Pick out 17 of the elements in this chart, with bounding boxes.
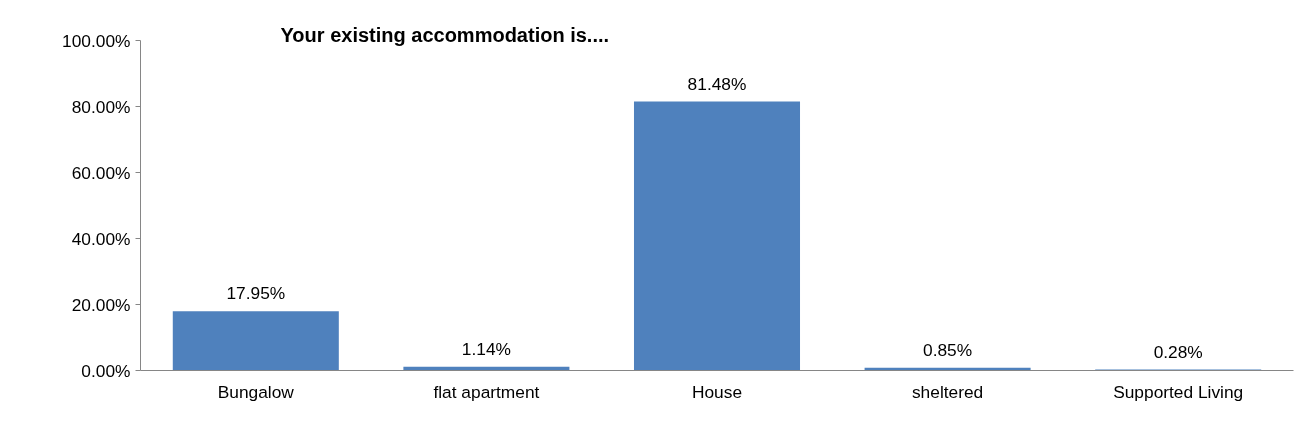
x-tick-label: sheltered — [911, 381, 984, 402]
data-label: 17.95% — [226, 283, 286, 304]
data-label: 1.14% — [461, 338, 511, 359]
x-tick-label: House — [691, 381, 743, 402]
x-tick-label: Bungalow — [217, 381, 295, 402]
data-label: 0.28% — [1153, 341, 1203, 362]
y-tick-label: 20.00% — [71, 294, 131, 315]
y-tick-label: 0.00% — [81, 360, 131, 381]
chart-title: Your existing accommodation is.... — [280, 23, 610, 46]
x-tick-label: flat apartment — [433, 381, 540, 402]
y-tick-label: 100.00% — [62, 30, 131, 51]
y-tick-label: 60.00% — [71, 162, 131, 183]
y-tick-label: 80.00% — [71, 96, 131, 117]
y-tick-label: 40.00% — [71, 228, 131, 249]
data-label: 81.48% — [687, 73, 747, 94]
data-label: 0.85% — [923, 339, 973, 360]
x-tick-label: Supported Living — [1113, 381, 1244, 402]
